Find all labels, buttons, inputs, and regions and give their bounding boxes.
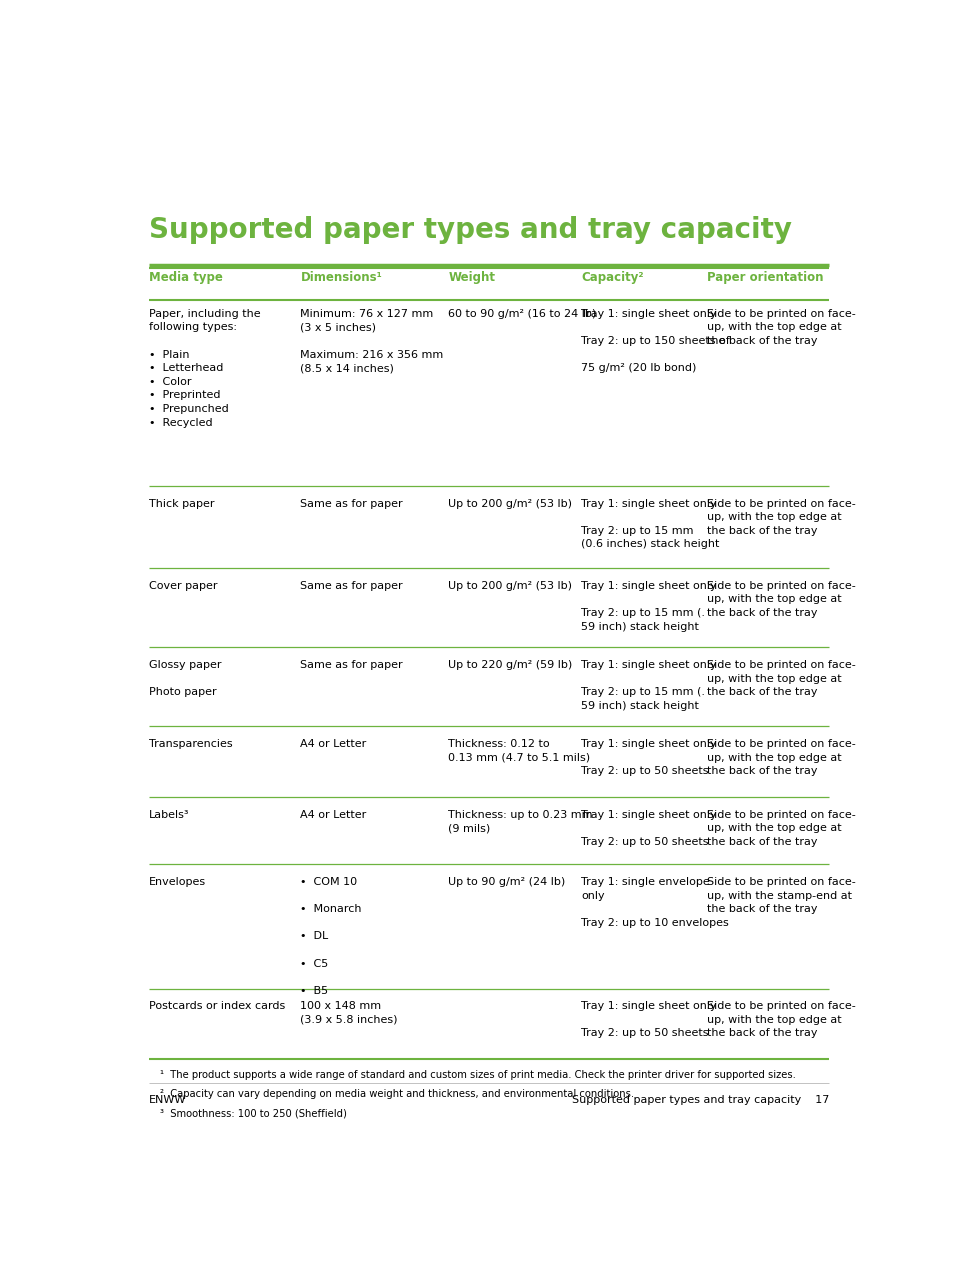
Text: Up to 200 g/m² (53 lb): Up to 200 g/m² (53 lb) bbox=[448, 499, 572, 508]
Text: ³  Smoothness: 100 to 250 (Sheffield): ³ Smoothness: 100 to 250 (Sheffield) bbox=[160, 1109, 347, 1119]
Text: Tray 1: single sheet only

Tray 2: up to 50 sheets: Tray 1: single sheet only Tray 2: up to … bbox=[580, 739, 717, 776]
Text: •  COM 10

•  Monarch

•  DL

•  C5

•  B5: • COM 10 • Monarch • DL • C5 • B5 bbox=[300, 878, 361, 996]
Text: Thickness: 0.12 to
0.13 mm (4.7 to 5.1 mils): Thickness: 0.12 to 0.13 mm (4.7 to 5.1 m… bbox=[448, 739, 590, 763]
Text: Glossy paper

Photo paper: Glossy paper Photo paper bbox=[149, 660, 221, 697]
Text: Up to 90 g/m² (24 lb): Up to 90 g/m² (24 lb) bbox=[448, 878, 565, 886]
Text: Tray 1: single sheet only

Tray 2: up to 50 sheets: Tray 1: single sheet only Tray 2: up to … bbox=[580, 809, 717, 847]
Text: Up to 200 g/m² (53 lb): Up to 200 g/m² (53 lb) bbox=[448, 580, 572, 591]
Text: Side to be printed on face-
up, with the top edge at
the back of the tray: Side to be printed on face- up, with the… bbox=[706, 309, 855, 345]
Text: Capacity²: Capacity² bbox=[580, 271, 643, 283]
Text: 60 to 90 g/m² (16 to 24 lb): 60 to 90 g/m² (16 to 24 lb) bbox=[448, 309, 596, 319]
Text: Minimum: 76 x 127 mm
(3 x 5 inches)

Maximum: 216 x 356 mm
(8.5 x 14 inches): Minimum: 76 x 127 mm (3 x 5 inches) Maxi… bbox=[300, 309, 443, 373]
Text: Tray 1: single sheet only

Tray 2: up to 15 mm
(0.6 inches) stack height: Tray 1: single sheet only Tray 2: up to … bbox=[580, 499, 719, 550]
Text: Paper orientation: Paper orientation bbox=[706, 271, 822, 283]
Text: Paper, including the
following types:

•  Plain
•  Letterhead
•  Color
•  Prepri: Paper, including the following types: • … bbox=[149, 309, 260, 428]
Text: Same as for paper: Same as for paper bbox=[300, 580, 402, 591]
Text: Postcards or index cards: Postcards or index cards bbox=[149, 1001, 285, 1011]
Text: Tray 1: single sheet only

Tray 2: up to 50 sheets: Tray 1: single sheet only Tray 2: up to … bbox=[580, 1001, 717, 1039]
Text: ENWW: ENWW bbox=[149, 1095, 186, 1105]
Text: Tray 1: single sheet only

Tray 2: up to 15 mm (.
59 inch) stack height: Tray 1: single sheet only Tray 2: up to … bbox=[580, 580, 717, 631]
Text: Side to be printed on face-
up, with the top edge at
the back of the tray: Side to be printed on face- up, with the… bbox=[706, 1001, 855, 1039]
Text: 100 x 148 mm
(3.9 x 5.8 inches): 100 x 148 mm (3.9 x 5.8 inches) bbox=[300, 1001, 397, 1025]
Text: A4 or Letter: A4 or Letter bbox=[300, 739, 366, 749]
Text: Up to 220 g/m² (59 lb): Up to 220 g/m² (59 lb) bbox=[448, 660, 572, 671]
Text: Thickness: up to 0.23 mm
(9 mils): Thickness: up to 0.23 mm (9 mils) bbox=[448, 809, 592, 833]
Text: Envelopes: Envelopes bbox=[149, 878, 206, 886]
Text: Side to be printed on face-
up, with the top edge at
the back of the tray: Side to be printed on face- up, with the… bbox=[706, 809, 855, 847]
Text: Supported paper types and tray capacity: Supported paper types and tray capacity bbox=[149, 216, 791, 244]
Text: Side to be printed on face-
up, with the stamp-end at
the back of the tray: Side to be printed on face- up, with the… bbox=[706, 878, 855, 914]
Text: Side to be printed on face-
up, with the top edge at
the back of the tray: Side to be printed on face- up, with the… bbox=[706, 499, 855, 536]
Text: Media type: Media type bbox=[149, 271, 222, 283]
Text: Tray 1: single sheet only

Tray 2: up to 15 mm (.
59 inch) stack height: Tray 1: single sheet only Tray 2: up to … bbox=[580, 660, 717, 711]
Text: Side to be printed on face-
up, with the top edge at
the back of the tray: Side to be printed on face- up, with the… bbox=[706, 739, 855, 776]
Text: Same as for paper: Same as for paper bbox=[300, 499, 402, 508]
Text: Weight: Weight bbox=[448, 271, 495, 283]
Text: Tray 1: single sheet only

Tray 2: up to 150 sheets of

75 g/m² (20 lb bond): Tray 1: single sheet only Tray 2: up to … bbox=[580, 309, 729, 373]
Text: Same as for paper: Same as for paper bbox=[300, 660, 402, 671]
Text: Side to be printed on face-
up, with the top edge at
the back of the tray: Side to be printed on face- up, with the… bbox=[706, 660, 855, 697]
Text: Supported paper types and tray capacity    17: Supported paper types and tray capacity … bbox=[571, 1095, 828, 1105]
Text: Labels³: Labels³ bbox=[149, 809, 189, 819]
Text: ¹  The product supports a wide range of standard and custom sizes of print media: ¹ The product supports a wide range of s… bbox=[160, 1069, 795, 1080]
Text: Dimensions¹: Dimensions¹ bbox=[300, 271, 382, 283]
Text: Thick paper: Thick paper bbox=[149, 499, 214, 508]
Text: Transparencies: Transparencies bbox=[149, 739, 233, 749]
Text: ²  Capacity can vary depending on media weight and thickness, and environmental : ² Capacity can vary depending on media w… bbox=[160, 1090, 634, 1100]
Text: Side to be printed on face-
up, with the top edge at
the back of the tray: Side to be printed on face- up, with the… bbox=[706, 580, 855, 618]
Text: A4 or Letter: A4 or Letter bbox=[300, 809, 366, 819]
Text: Cover paper: Cover paper bbox=[149, 580, 217, 591]
Text: Tray 1: single envelope
only

Tray 2: up to 10 envelopes: Tray 1: single envelope only Tray 2: up … bbox=[580, 878, 728, 928]
